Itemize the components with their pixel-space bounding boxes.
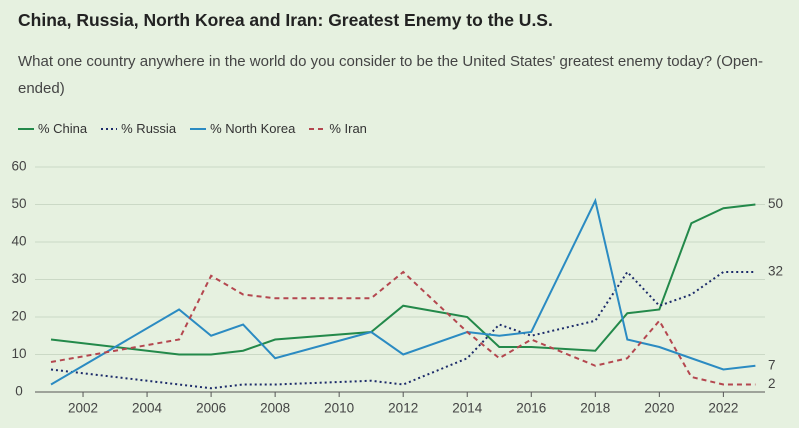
y-tick-label: 10 <box>11 346 26 361</box>
legend-item: % Russia <box>101 121 176 136</box>
x-tick-label: 2002 <box>68 401 98 416</box>
x-tick-label: 2022 <box>708 401 738 416</box>
legend-item: % Iran <box>309 121 367 136</box>
legend-label: % Iran <box>329 121 367 136</box>
end-label: 50 <box>768 196 783 211</box>
end-label: 7 <box>768 357 776 372</box>
x-tick-label: 2004 <box>132 401 163 416</box>
y-tick-label: 20 <box>11 309 26 324</box>
x-tick-label: 2014 <box>452 401 483 416</box>
chart-title: China, Russia, North Korea and Iran: Gre… <box>18 10 553 30</box>
end-label: 32 <box>768 264 783 279</box>
series-line <box>50 270 756 390</box>
x-tick-label: 2008 <box>260 401 290 416</box>
series-line <box>50 203 756 356</box>
legend-label: % Russia <box>121 121 177 136</box>
y-tick-label: 30 <box>11 271 26 286</box>
x-tick-label: 2018 <box>580 401 610 416</box>
x-tick-label: 2020 <box>644 401 674 416</box>
x-tick-label: 2006 <box>196 401 226 416</box>
series-line <box>50 197 756 386</box>
legend-swatch <box>309 127 326 130</box>
y-tick-label: 40 <box>11 234 26 249</box>
legend-item: % North Korea <box>190 121 295 136</box>
legend-label: % North Korea <box>210 121 296 136</box>
y-tick-label: 50 <box>11 196 26 211</box>
y-tick-label: 0 <box>15 384 23 399</box>
x-tick-label: 2012 <box>388 401 418 416</box>
legend-swatch <box>190 127 207 130</box>
x-tick-label: 2010 <box>324 401 354 416</box>
end-label: 2 <box>768 376 776 391</box>
legend-swatch <box>18 127 34 130</box>
legend-label: % China <box>38 121 88 136</box>
legend-item: % China <box>18 121 87 136</box>
legend: % China % Russia % North Korea % Iran <box>18 121 367 136</box>
series-line <box>50 270 756 386</box>
y-tick-label: 60 <box>11 159 26 174</box>
chart-subtitle: What one country anywhere in the world d… <box>18 53 763 97</box>
x-tick-label: 2016 <box>516 401 546 416</box>
